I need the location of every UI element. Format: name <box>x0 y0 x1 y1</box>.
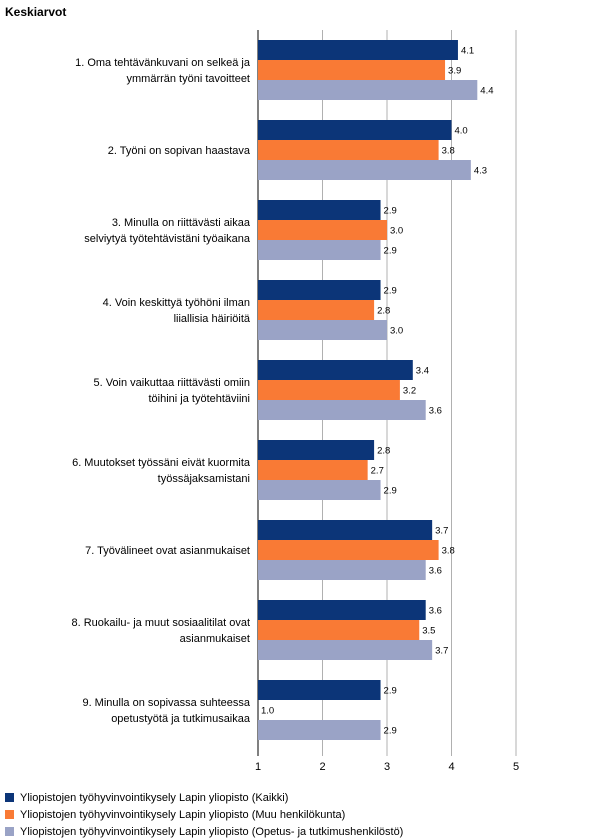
category-label-line: 1. Oma tehtävänkuvani on selkeä ja <box>75 57 251 69</box>
legend-swatch <box>5 793 14 802</box>
category-label-line: 8. Ruokailu- ja muut sosiaalitilat ovat <box>71 617 250 629</box>
bar <box>258 620 420 640</box>
bar <box>258 380 400 400</box>
category-label: 4. Voin keskittyä työhöni ilman liiallisi… <box>103 297 251 325</box>
category-label: 1. Oma tehtävänkuvani on selkeä ja ymmärr… <box>75 57 251 85</box>
bar <box>258 300 375 320</box>
bar-chart: 4.13.94.44.03.84.32.93.02.92.92.83.03.43… <box>71 30 519 773</box>
category-label-line: töihini ja työtehtäviini <box>148 393 250 405</box>
bar <box>258 400 426 420</box>
category-label-line: asianmukaiset <box>180 633 250 645</box>
bar <box>258 320 387 340</box>
category-label: 5. Voin vaikuttaa riittävästi omiin töihi… <box>93 377 250 405</box>
data-label: 3.6 <box>429 606 442 617</box>
data-label: 3.8 <box>442 546 455 557</box>
x-tick-label: 5 <box>513 761 519 773</box>
data-label: 2.8 <box>377 446 390 457</box>
data-label: 3.7 <box>435 526 448 537</box>
data-label: 3.0 <box>390 326 403 337</box>
legend-item: Yliopistojen työhyvinvointikysely Lapin … <box>5 823 403 840</box>
data-label: 2.9 <box>384 686 397 697</box>
category-label-line: 6. Muutokset työssäni eivät kuormita <box>72 457 251 469</box>
category-label: 7. Työvälineet ovat asianmukaiset <box>85 545 250 557</box>
bar <box>258 600 426 620</box>
legend-label: Yliopistojen työhyvinvointikysely Lapin … <box>20 825 404 838</box>
bar <box>258 360 413 380</box>
data-label: 2.9 <box>384 246 397 257</box>
category-label-line: ymmärrän työni tavoitteet <box>127 73 251 85</box>
data-label: 3.2 <box>403 386 416 397</box>
data-label: 2.7 <box>371 466 384 477</box>
data-label: 4.0 <box>455 126 468 137</box>
bar <box>258 240 381 260</box>
legend-label: Yliopistojen työhyvinvointikysely Lapin … <box>20 791 289 804</box>
category-label-line: 5. Voin vaikuttaa riittävästi omiin <box>93 377 250 389</box>
category-label-line: 3. Minulla on riittävästi aikaa <box>112 217 251 229</box>
data-label: 3.0 <box>390 226 403 237</box>
data-label: 4.4 <box>480 86 493 97</box>
legend-item: Yliopistojen työhyvinvointikysely Lapin … <box>5 806 403 823</box>
bar <box>258 280 381 300</box>
legend-swatch <box>5 827 14 836</box>
bar <box>258 680 381 700</box>
bar <box>258 200 381 220</box>
bar <box>258 460 368 480</box>
bar <box>258 560 426 580</box>
data-label: 3.9 <box>448 66 461 77</box>
bar <box>258 440 375 460</box>
bar <box>258 120 452 140</box>
data-label: 2.9 <box>384 286 397 297</box>
category-label: 6. Muutokset työssäni eivät kuormita työs… <box>72 457 251 485</box>
bar <box>258 520 433 540</box>
data-label: 2.9 <box>384 726 397 737</box>
legend-swatch <box>5 810 14 819</box>
bar <box>258 640 433 660</box>
legend: Yliopistojen työhyvinvointikysely Lapin … <box>5 789 403 840</box>
category-label-line: 7. Työvälineet ovat asianmukaiset <box>85 545 250 557</box>
data-label: 1.0 <box>261 706 274 717</box>
category-labels: 1. Oma tehtävänkuvani on selkeä ja ymmärr… <box>71 57 250 725</box>
bar <box>258 220 387 240</box>
data-label: 2.8 <box>377 306 390 317</box>
data-label: 2.9 <box>384 486 397 497</box>
legend-item: Yliopistojen työhyvinvointikysely Lapin … <box>5 789 403 806</box>
data-label: 3.7 <box>435 646 448 657</box>
category-label: 2. Työni on sopivan haastava <box>108 145 251 157</box>
bar <box>258 80 478 100</box>
bar <box>258 540 439 560</box>
category-label-line: selviytyä työtehtävistäni työaikana <box>84 233 251 245</box>
category-label-line: liiallisia häiriöitä <box>174 313 251 325</box>
bar <box>258 480 381 500</box>
x-axis: 1 2 3 4 5 <box>255 761 519 773</box>
data-label: 3.6 <box>429 406 442 417</box>
category-label: 3. Minulla on riittävästi aikaa selviytyä… <box>84 217 251 245</box>
chart-title: Keskiarvot <box>5 5 67 19</box>
category-label-line: työssäjaksamistani <box>158 473 250 485</box>
bar <box>258 40 458 60</box>
data-label: 2.9 <box>384 206 397 217</box>
data-label: 3.6 <box>429 566 442 577</box>
x-tick-label: 1 <box>255 761 261 773</box>
data-label: 4.1 <box>461 46 474 57</box>
legend-label: Yliopistojen työhyvinvointikysely Lapin … <box>20 808 346 821</box>
data-label: 3.5 <box>422 626 435 637</box>
category-label-line: 2. Työni on sopivan haastava <box>108 145 251 157</box>
data-label: 4.3 <box>474 166 487 177</box>
bar <box>258 60 446 80</box>
x-tick-label: 3 <box>384 761 390 773</box>
category-label: 8. Ruokailu- ja muut sosiaalitilat ovat a… <box>71 617 250 645</box>
data-label: 3.8 <box>442 146 455 157</box>
bar <box>258 160 471 180</box>
x-tick-label: 2 <box>319 761 325 773</box>
category-label: 9. Minulla on sopivassa suhteessa opetust… <box>82 697 250 725</box>
category-label-line: 9. Minulla on sopivassa suhteessa <box>82 697 250 709</box>
bar <box>258 140 439 160</box>
bars: 4.13.94.44.03.84.32.93.02.92.92.83.03.43… <box>258 40 494 740</box>
data-label: 3.4 <box>416 366 429 377</box>
category-label-line: opetustyötä ja tutkimusaikaa <box>111 713 251 725</box>
x-tick-label: 4 <box>448 761 454 773</box>
category-label-line: 4. Voin keskittyä työhöni ilman <box>103 297 250 309</box>
bar <box>258 720 381 740</box>
